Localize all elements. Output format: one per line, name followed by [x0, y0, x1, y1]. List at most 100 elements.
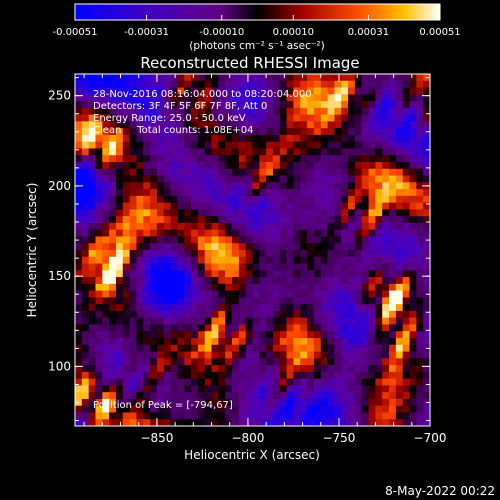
heatmap-cell — [184, 317, 192, 326]
heatmap-cell — [204, 162, 213, 170]
heatmap-cell — [122, 250, 131, 258]
heatmap-cell — [109, 107, 117, 116]
heatmap-cell — [334, 310, 342, 319]
heatmap-cell — [375, 243, 383, 251]
heatmap-cell — [109, 74, 117, 82]
heatmap-cell — [348, 358, 356, 366]
heatmap-cell — [150, 182, 158, 190]
heatmap-cell — [402, 162, 411, 170]
heatmap-cell — [211, 74, 219, 82]
heatmap-cell — [163, 405, 172, 414]
heatmap-cell — [177, 162, 185, 170]
heatmap-cell — [109, 202, 117, 210]
heatmap-cell — [177, 148, 185, 156]
heatmap-cell — [259, 148, 267, 156]
heatmap-cell — [272, 182, 281, 190]
heatmap-cell — [327, 74, 336, 82]
heatmap-cell — [197, 141, 206, 150]
heatmap-cell — [122, 74, 131, 82]
heatmap-cell — [81, 263, 90, 271]
heatmap-cell — [382, 229, 390, 238]
heatmap-cell — [170, 134, 179, 143]
heatmap-cell — [341, 134, 349, 143]
heatmap-cell — [129, 222, 138, 231]
heatmap-cell — [286, 229, 295, 238]
heatmap-cell — [361, 162, 370, 170]
heatmap-cell — [95, 107, 103, 116]
heatmap-cell — [163, 195, 172, 204]
heatmap-cell — [279, 229, 288, 238]
heatmap-cell — [259, 412, 267, 420]
heatmap-cell — [102, 121, 110, 129]
heatmap-cell — [218, 162, 226, 170]
heatmap-cell — [163, 297, 172, 305]
heatmap-cell — [95, 378, 103, 386]
heatmap-cell — [252, 405, 260, 414]
heatmap-cell — [423, 134, 430, 143]
heatmap-cell — [136, 331, 144, 339]
heatmap-cell — [341, 351, 349, 359]
heatmap-cell — [348, 168, 356, 177]
heatmap-cell — [191, 141, 199, 150]
heatmap-cell — [293, 256, 301, 265]
heatmap-cell — [204, 101, 213, 109]
heatmap-cell — [150, 74, 158, 82]
heatmap-cell — [211, 195, 219, 204]
heatmap-cell — [109, 324, 117, 332]
heatmap-cell — [115, 398, 124, 407]
heatmap-cell — [382, 283, 390, 292]
heatmap-cell — [136, 80, 144, 89]
heatmap-cell — [382, 310, 390, 319]
heatmap-cell — [204, 80, 213, 89]
heatmap-cell — [211, 317, 219, 326]
heatmap-cell — [395, 378, 404, 386]
heatmap-cell — [395, 121, 404, 129]
heatmap-cell — [409, 324, 417, 332]
heatmap-cell — [409, 243, 417, 251]
heatmap-cell — [423, 297, 430, 305]
heatmap-cell — [75, 270, 83, 278]
heatmap-cell — [313, 351, 322, 359]
heatmap-cell — [272, 297, 281, 305]
heatmap-cell — [320, 94, 329, 102]
heatmap-cell — [402, 317, 411, 326]
heatmap-cell — [409, 121, 417, 129]
heatmap-cell — [218, 304, 226, 312]
heatmap-cell — [286, 114, 295, 122]
heatmap-cell — [81, 338, 90, 346]
heatmap-cell — [197, 74, 206, 82]
heatmap-cell — [238, 182, 247, 190]
heatmap-cell — [238, 351, 247, 359]
heatmap-cell — [150, 385, 158, 393]
heatmap-cell — [122, 324, 131, 332]
heatmap-cell — [334, 182, 342, 190]
heatmap-cell — [259, 338, 267, 346]
heatmap-cell — [361, 256, 370, 265]
heatmap-cell — [184, 107, 192, 116]
heatmap-cell — [88, 338, 97, 346]
heatmap-cell — [245, 344, 254, 353]
heatmap-cell — [122, 155, 131, 163]
heatmap-cell — [341, 412, 349, 420]
heatmap-cell — [191, 324, 199, 332]
heatmap-cell — [341, 378, 349, 386]
heatmap-cell — [115, 283, 124, 292]
heatmap-cell — [75, 277, 83, 285]
heatmap-cell — [402, 398, 411, 407]
heatmap-cell — [197, 148, 206, 156]
heatmap-cell — [307, 101, 315, 109]
heatmap-cell — [368, 121, 376, 129]
heatmap-cell — [136, 202, 144, 210]
heatmap-cell — [204, 141, 213, 150]
heatmap-cell — [252, 141, 260, 150]
heatmap-cell — [266, 134, 274, 143]
heatmap-cell — [320, 412, 329, 420]
heatmap-cell — [293, 80, 301, 89]
heatmap-cell — [334, 168, 342, 177]
heatmap-cell — [272, 243, 281, 251]
heatmap-cell — [115, 358, 124, 366]
heatmap-cell — [136, 128, 144, 136]
heatmap-cell — [300, 331, 308, 339]
heatmap-cell — [170, 263, 179, 271]
